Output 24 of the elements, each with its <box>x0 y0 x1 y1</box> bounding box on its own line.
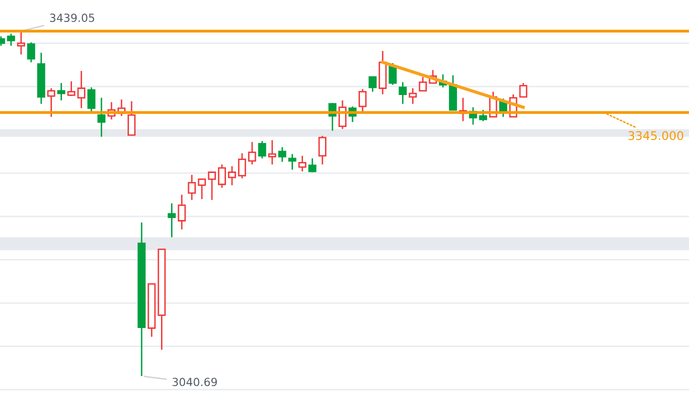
candlestick <box>268 140 276 166</box>
legend-label: 3345.000 <box>628 131 684 140</box>
candlestick <box>148 283 156 338</box>
candlestick <box>188 174 196 201</box>
candlestick <box>398 81 407 105</box>
candlestick <box>298 155 306 172</box>
candlestick <box>128 100 136 136</box>
candlestick <box>168 202 176 238</box>
candlestick <box>408 88 417 105</box>
text: 3040.69 <box>172 378 217 386</box>
text: 3439.05 <box>50 14 94 22</box>
candlestick <box>77 70 86 109</box>
candlestick <box>278 146 286 163</box>
candlestick <box>178 194 186 230</box>
candlestick <box>57 82 66 102</box>
candlestick <box>37 52 46 105</box>
candlestick <box>138 222 146 377</box>
candlestick <box>248 141 256 166</box>
candlestick <box>418 76 427 92</box>
candlestick <box>158 248 166 350</box>
candlestick <box>97 97 106 138</box>
candlestick <box>17 30 26 56</box>
candlestick <box>378 50 387 96</box>
candlestick <box>448 74 457 111</box>
